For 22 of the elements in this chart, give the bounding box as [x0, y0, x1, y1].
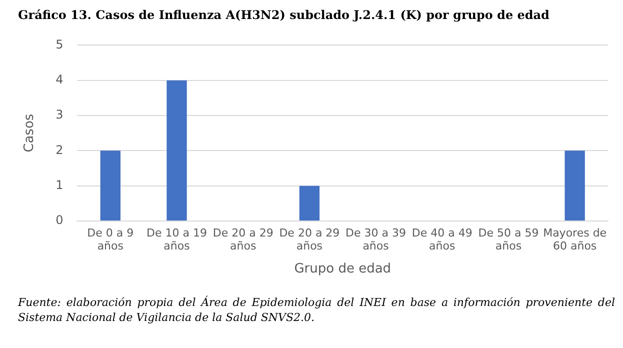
x-tick-label: De 40 a 49 años	[412, 226, 472, 253]
bar	[564, 150, 585, 220]
x-tick-label: De 10 a 19 años	[146, 226, 207, 253]
chart-title: Gráfico 13. Casos de Influenza A(H3N2) subclado J.2.4.1 (K) por grupo de edad	[18, 8, 550, 22]
bar	[166, 80, 187, 220]
y-tick-label: 3	[56, 108, 64, 122]
y-tick-label: 2	[56, 142, 64, 157]
x-tick-label: De 0 a 9 años	[87, 226, 134, 253]
y-tick-label: 1	[56, 178, 64, 192]
y-tick-label: 0	[56, 213, 64, 228]
y-tick-label: 4	[56, 72, 64, 86]
source-note: Fuente: elaboración propia del Área de Epidemiologia del INEI en base a información proveniente del Sistema Nacional de Vigilancia de la Salud SNVS2.0.	[18, 295, 615, 326]
x-tick-label: De 20 a 29 años	[279, 226, 340, 253]
x-axis-title: Grupo de edad	[294, 262, 392, 277]
x-tick-label: Mayores de 60 años	[543, 226, 607, 253]
bar	[100, 150, 120, 220]
x-tick-label: De 20 a 29 años	[212, 226, 274, 253]
y-axis-title: Casos	[22, 114, 38, 152]
x-tick-label: De 30 a 39 años	[346, 226, 406, 253]
x-tick-label: De 50 a 59 años	[478, 226, 539, 253]
bar	[299, 186, 320, 220]
y-tick-label: 5	[56, 37, 64, 52]
